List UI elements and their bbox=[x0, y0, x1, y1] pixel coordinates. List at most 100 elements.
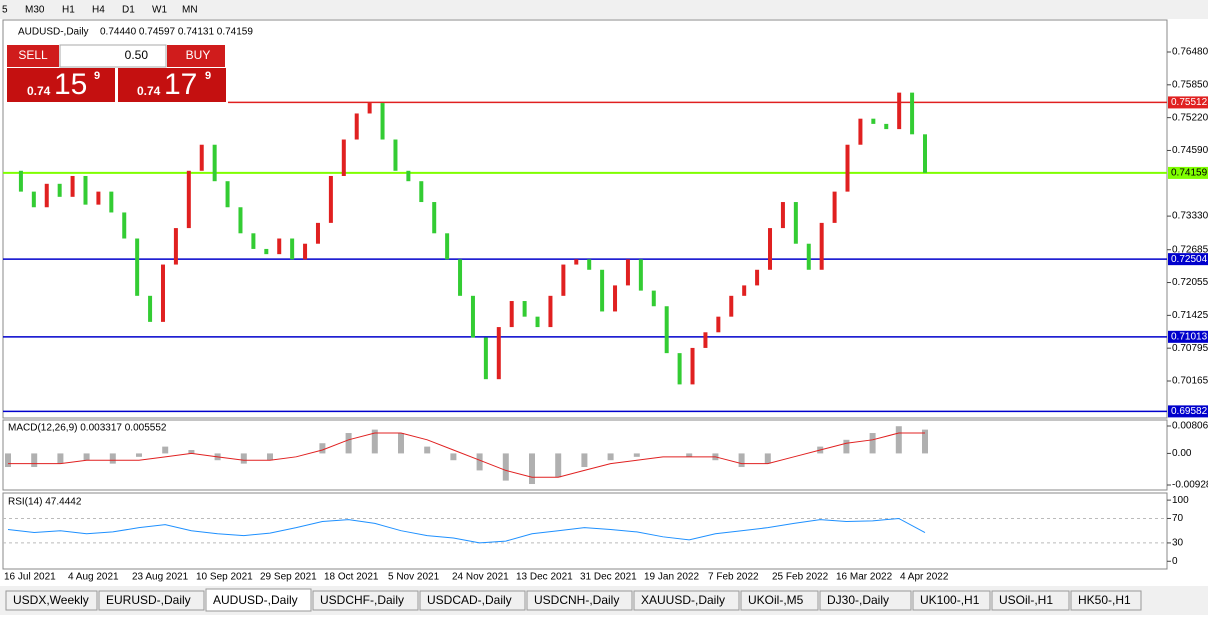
x-tick-label: 24 Nov 2021 bbox=[452, 572, 509, 583]
sell-price-box[interactable] bbox=[7, 68, 115, 102]
tab-label: USDX,Weekly bbox=[13, 593, 89, 607]
candle-body bbox=[367, 103, 372, 114]
macd-bar bbox=[83, 453, 90, 461]
candle-body bbox=[135, 238, 140, 296]
x-tick-label: 16 Jul 2021 bbox=[4, 572, 56, 583]
buy-small: 9 bbox=[205, 70, 211, 82]
tab[interactable] bbox=[819, 590, 912, 611]
tab[interactable] bbox=[912, 590, 991, 611]
candle-body bbox=[755, 269, 760, 286]
x-tick-label: 16 Mar 2022 bbox=[836, 572, 893, 583]
candle-body bbox=[690, 347, 695, 385]
tab[interactable] bbox=[740, 590, 819, 611]
macd-title: MACD(12,26,9) 0.003317 0.005552 bbox=[8, 423, 167, 434]
rsi-title: RSI(14) 47.4442 bbox=[8, 497, 82, 508]
macd-bar bbox=[371, 429, 378, 454]
macd-bar bbox=[686, 453, 693, 457]
macd-bar bbox=[450, 453, 457, 461]
timeframe-button[interactable]: D1 bbox=[122, 5, 135, 16]
candle-body bbox=[70, 175, 75, 197]
timeframe-button[interactable]: MN bbox=[182, 5, 198, 16]
candle-body bbox=[858, 118, 863, 145]
macd-bar bbox=[607, 453, 614, 461]
candle-body bbox=[483, 337, 488, 380]
candle-body bbox=[845, 144, 850, 192]
candle-body bbox=[160, 264, 165, 322]
timeframe-button[interactable]: M30 bbox=[25, 5, 45, 16]
candle-body bbox=[212, 144, 217, 182]
macd-bar bbox=[109, 453, 116, 464]
tab-label: USDCNH-,Daily bbox=[534, 593, 619, 607]
macd-bar bbox=[398, 433, 404, 454]
macd-bar bbox=[136, 453, 142, 457]
tab[interactable] bbox=[526, 590, 633, 611]
buy-price-box[interactable] bbox=[118, 68, 226, 102]
candle-body bbox=[458, 259, 463, 296]
macd-bar bbox=[581, 453, 588, 468]
candle-body bbox=[587, 259, 592, 270]
candle-body bbox=[277, 238, 282, 255]
y-tick-label: 0.72055 bbox=[1172, 277, 1208, 288]
tab[interactable] bbox=[312, 590, 419, 611]
x-tick-label: 13 Dec 2021 bbox=[516, 572, 573, 583]
level-label-box bbox=[1168, 166, 1208, 179]
x-tick-label: 4 Aug 2021 bbox=[68, 572, 119, 583]
tab[interactable] bbox=[991, 590, 1070, 611]
candle-body bbox=[419, 181, 424, 203]
buy-button[interactable] bbox=[167, 45, 225, 67]
timeframe-button[interactable]: 5 bbox=[2, 5, 8, 16]
timeframe-button[interactable]: H4 bbox=[92, 5, 105, 16]
candle-body bbox=[57, 183, 62, 197]
buy-label: BUY bbox=[186, 48, 211, 62]
candle-body bbox=[496, 327, 501, 380]
candle-body bbox=[703, 332, 708, 348]
candle-body bbox=[109, 191, 114, 213]
candle-body bbox=[44, 183, 49, 208]
x-tick-label: 10 Sep 2021 bbox=[196, 572, 253, 583]
y-tick-label: -0.009286 bbox=[1172, 480, 1208, 491]
candle-body bbox=[561, 264, 566, 296]
y-tick-label: 0.76480 bbox=[1172, 47, 1208, 58]
timeframe-button[interactable]: H1 bbox=[62, 5, 75, 16]
tab-label: USOil-,H1 bbox=[999, 593, 1053, 607]
sell-label: SELL bbox=[18, 48, 48, 62]
candle-body bbox=[884, 123, 889, 130]
x-tick-label: 31 Dec 2021 bbox=[580, 572, 637, 583]
y-tick-label: 0.73330 bbox=[1172, 211, 1208, 222]
candle-body bbox=[290, 238, 295, 260]
macd-bar bbox=[764, 453, 771, 464]
tab[interactable] bbox=[419, 590, 526, 611]
timeframe-button[interactable]: W1 bbox=[152, 5, 167, 16]
candle-body bbox=[871, 118, 876, 124]
candle-body bbox=[303, 243, 308, 260]
volume: 0.50 bbox=[125, 48, 149, 62]
sell-big: 15 bbox=[54, 68, 87, 101]
tab[interactable] bbox=[5, 590, 98, 611]
candle-body bbox=[716, 316, 721, 333]
macd-bar bbox=[922, 429, 928, 454]
tab-label: HK50-,H1 bbox=[1078, 593, 1131, 607]
y-tick-label: 0.70165 bbox=[1172, 376, 1208, 387]
tab[interactable] bbox=[1070, 590, 1142, 611]
candle-body bbox=[380, 103, 385, 140]
y-tick-label: 0.72685 bbox=[1172, 244, 1208, 255]
tab[interactable] bbox=[633, 590, 740, 611]
level-label-box bbox=[1168, 330, 1208, 343]
sell-button[interactable] bbox=[7, 45, 59, 67]
y-tick-label: 0.00 bbox=[1172, 448, 1192, 459]
sell-prefix: 0.74 bbox=[27, 84, 51, 98]
candle-body bbox=[897, 92, 902, 130]
x-tick-label: 18 Oct 2021 bbox=[324, 572, 379, 583]
volume-box[interactable] bbox=[59, 44, 167, 68]
y-tick-label: 0.71425 bbox=[1172, 310, 1208, 321]
candle-body bbox=[122, 212, 127, 239]
macd-bar bbox=[162, 446, 169, 454]
macd-bar bbox=[240, 453, 247, 464]
tab[interactable] bbox=[205, 588, 312, 612]
candle-body bbox=[600, 269, 605, 312]
macd-bar bbox=[476, 453, 483, 471]
tab[interactable] bbox=[98, 590, 205, 611]
macd-bar bbox=[188, 450, 195, 454]
candle-body bbox=[548, 295, 553, 328]
